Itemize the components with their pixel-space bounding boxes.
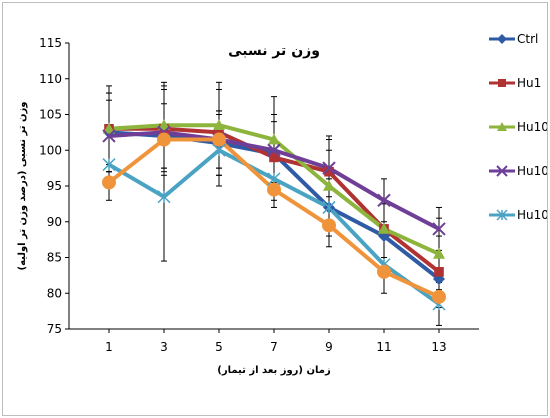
data-point <box>496 165 508 177</box>
y-tick-label: 105 <box>39 108 62 122</box>
data-point <box>157 190 171 204</box>
data-point <box>158 119 170 131</box>
data-point <box>103 122 115 134</box>
y-tick-label: 85 <box>47 251 62 265</box>
chart-legend: Ctrl Hu1 Hu10 Hu100 Hu1000 <box>489 32 547 222</box>
x-tick-label: 11 <box>376 340 391 354</box>
data-point <box>324 166 334 177</box>
y-tick-label: 95 <box>47 179 62 193</box>
x-axis-label: زمان (روز بعد از تیمار) <box>217 365 331 376</box>
y-tick-label: 90 <box>47 215 62 229</box>
data-point <box>267 182 281 197</box>
series-markers <box>102 119 446 311</box>
chart-title: وزن تر نسبی <box>228 43 320 59</box>
legend-label: Ctrl <box>517 32 538 46</box>
data-point <box>322 218 336 233</box>
legend-label: Hu1000 <box>517 208 547 222</box>
data-point <box>378 222 390 234</box>
x-tick-label: 9 <box>325 340 333 354</box>
data-point <box>377 264 391 279</box>
x-tick-label: 7 <box>270 340 278 354</box>
data-point <box>268 133 280 145</box>
x-tick-label: 3 <box>160 340 168 354</box>
y-ticks: 75 80 85 90 95 100 105 110 115 <box>39 36 69 336</box>
data-point <box>102 129 116 143</box>
data-point <box>432 222 446 236</box>
y-tick-label: 110 <box>39 72 62 86</box>
legend-label: Hu10 <box>517 120 547 134</box>
data-point <box>213 119 225 131</box>
y-tick-label: 75 <box>47 322 62 336</box>
data-point <box>496 209 508 221</box>
y-tick-label: 80 <box>47 286 62 300</box>
data-point <box>269 152 279 163</box>
data-point <box>102 158 116 172</box>
data-point <box>323 180 335 191</box>
data-point <box>497 34 507 44</box>
legend-label: Hu1 <box>517 76 541 90</box>
data-point <box>102 175 116 190</box>
y-axis-label: وزن تر نسبی (درصد وزن تر اولیه) <box>17 102 28 271</box>
data-point <box>212 132 226 147</box>
data-point <box>322 200 336 214</box>
data-point <box>377 193 391 208</box>
data-point <box>157 132 171 147</box>
data-point <box>434 267 444 277</box>
x-tick-label: 1 <box>105 340 113 354</box>
data-point <box>498 79 506 87</box>
legend-label: Hu100 <box>517 164 547 178</box>
data-point <box>432 289 446 304</box>
x-tick-label: 13 <box>431 340 446 354</box>
data-point <box>214 127 224 138</box>
x-ticks: 1 3 5 7 9 11 13 <box>105 329 447 354</box>
y-tick-label: 100 <box>39 143 62 157</box>
data-point <box>497 122 507 131</box>
data-point <box>267 143 281 157</box>
data-point <box>322 161 336 175</box>
data-point <box>433 247 445 259</box>
y-tick-label: 115 <box>39 36 62 50</box>
x-tick-label: 5 <box>215 340 223 354</box>
